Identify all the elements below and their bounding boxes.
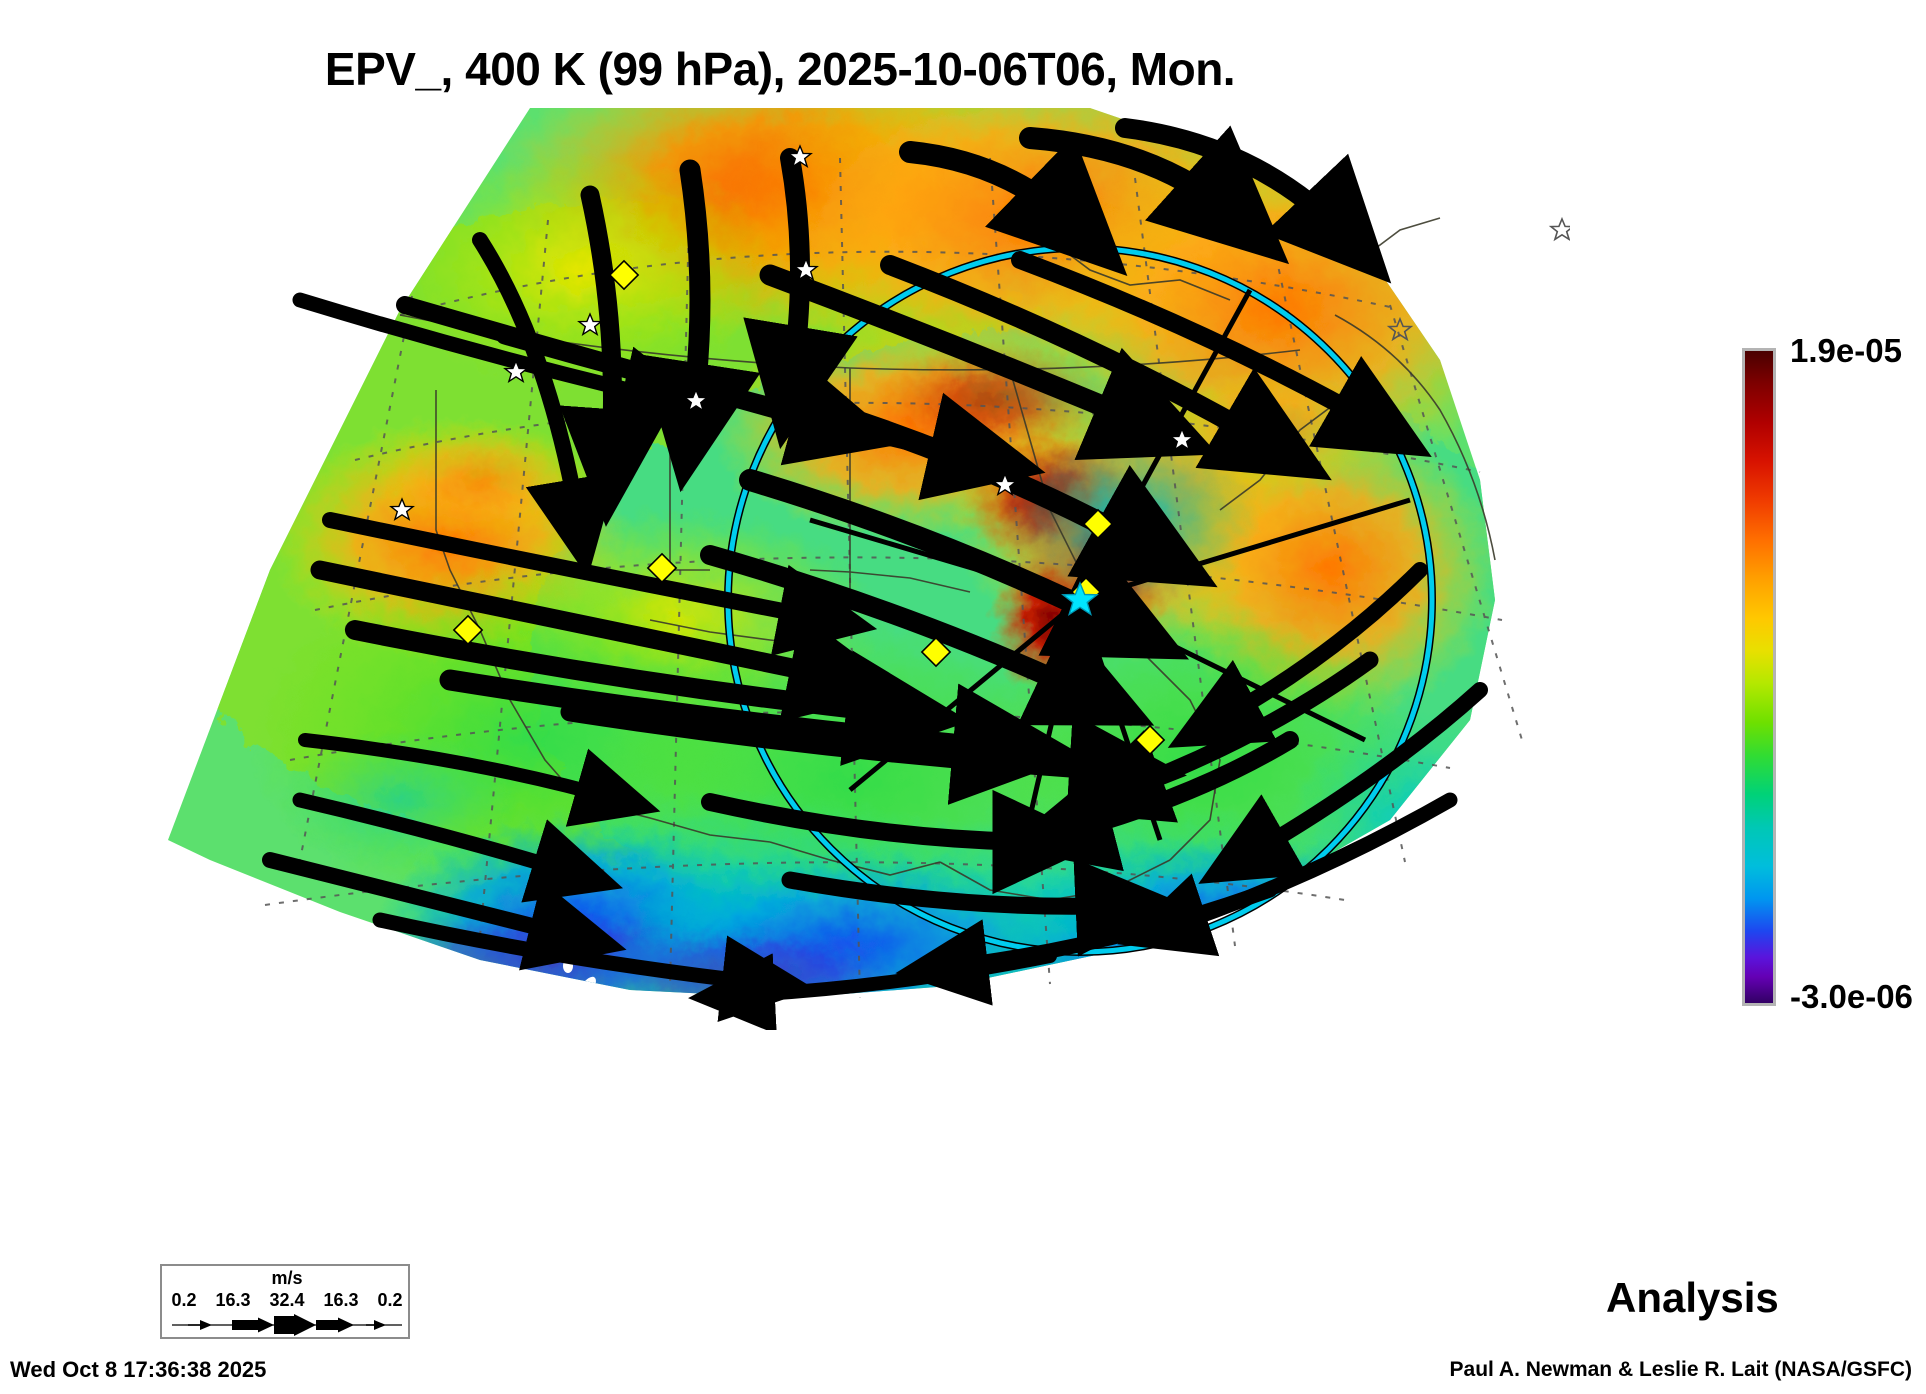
station-star — [1169, 427, 1195, 452]
wind-legend-tick: 0.2 — [377, 1290, 403, 1310]
generated-timestamp: Wed Oct 8 17:36:38 2025 — [10, 1357, 267, 1382]
analysis-label: Analysis — [1606, 1274, 1779, 1321]
station-star — [503, 359, 529, 384]
site-diamond — [608, 259, 640, 291]
colorbar: 1.9e-05 -3.0e-06 — [1742, 332, 1922, 1015]
station-star-outline — [1548, 216, 1570, 242]
station-star — [683, 388, 709, 413]
station-star — [992, 472, 1018, 497]
site-diamond — [920, 636, 952, 668]
wind-legend-tick-labels: 0.2 16.3 32.4 16.3 0.2 — [162, 1290, 412, 1312]
colorbar-min-label: -3.0e-06 — [1790, 978, 1913, 1015]
map-canvas[interactable] — [150, 100, 1570, 1030]
station-star — [787, 144, 813, 169]
wind-legend-tick: 16.3 — [323, 1290, 359, 1310]
wind-streamlines — [262, 118, 1488, 1030]
page-title: EPV_, 400 K (99 hPa), 2025-10-06T06, Mon… — [324, 43, 1236, 95]
station-star — [793, 257, 819, 282]
site-diamond — [646, 552, 678, 584]
wind-legend-arrow-scale — [172, 1314, 402, 1336]
wind-speed-legend: m/s 0.2 16.3 32.4 16.3 0.2 — [160, 1264, 410, 1339]
site-markers[interactable] — [452, 259, 1166, 756]
author-credit: Paul A. Newman & Leslie R. Lait (NASA/GS… — [1449, 1358, 1912, 1381]
station-markers-outline[interactable] — [1386, 216, 1570, 342]
site-diamond — [452, 614, 484, 646]
site-diamond — [1082, 508, 1114, 540]
colorbar-max-label: 1.9e-05 — [1790, 332, 1902, 369]
wind-legend-tick: 16.3 — [215, 1290, 251, 1310]
station-star — [577, 312, 603, 337]
station-markers[interactable] — [389, 144, 1195, 522]
center-marker[interactable] — [1061, 581, 1099, 617]
colorbar-gradient — [1742, 348, 1776, 1006]
wind-legend-units-label: m/s — [271, 1268, 303, 1288]
station-star-outline — [1386, 316, 1414, 342]
station-star — [389, 497, 415, 522]
site-diamond — [1134, 724, 1166, 756]
wind-legend-tick: 0.2 — [171, 1290, 197, 1310]
map-panel[interactable] — [150, 100, 1570, 1030]
wind-legend-tick: 32.4 — [269, 1290, 305, 1310]
